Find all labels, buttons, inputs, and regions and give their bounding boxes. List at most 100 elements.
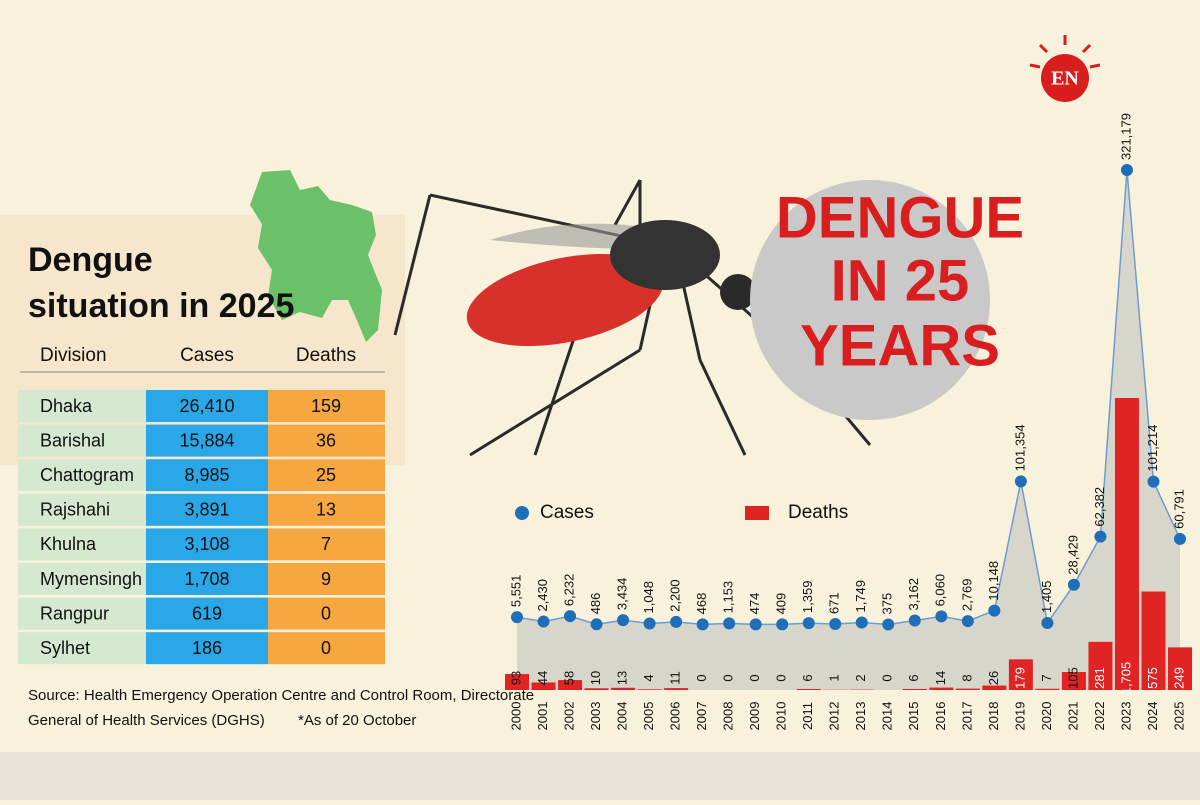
case-dot	[829, 618, 841, 630]
x-tick-label: 2018	[986, 702, 1001, 731]
case-label: 62,382	[1092, 487, 1107, 527]
death-label: 2	[853, 674, 868, 681]
x-tick-label: 2007	[694, 702, 709, 731]
headline: DENGUE	[776, 185, 1024, 250]
case-label: 671	[827, 592, 842, 614]
case-label: 5,551	[508, 575, 523, 608]
death-bar	[929, 688, 953, 690]
case-label: 3,434	[615, 578, 630, 611]
column-header: Division	[40, 345, 107, 366]
x-tick-label: 2017	[959, 702, 974, 731]
x-tick-label: 2010	[774, 702, 789, 731]
death-label: 6	[800, 674, 815, 681]
death-label: 6	[906, 674, 921, 681]
x-tick-label: 2015	[906, 702, 921, 731]
death-label: 105	[1065, 667, 1080, 689]
case-dot	[538, 616, 550, 628]
death-label: 1,705	[1118, 662, 1133, 695]
case-dot	[988, 605, 1000, 617]
legend-marker	[745, 506, 769, 520]
case-dot	[670, 616, 682, 628]
case-dot	[723, 617, 735, 629]
table-cell-text: 186	[192, 638, 222, 658]
table-cell-text: 619	[192, 603, 222, 623]
x-tick-label: 2020	[1039, 702, 1054, 731]
death-label: 93	[508, 671, 523, 685]
case-label: 2,430	[535, 579, 550, 612]
case-dot	[776, 618, 788, 630]
table-cell-text: Khulna	[40, 534, 97, 554]
case-dot	[1147, 476, 1159, 488]
headline: IN 25	[831, 248, 970, 313]
table-cell-text: Chattogram	[40, 465, 134, 485]
case-dot	[962, 615, 974, 627]
case-label: 486	[588, 593, 603, 615]
case-dot	[1068, 579, 1080, 591]
case-dot	[856, 617, 868, 629]
x-tick-label: 2025	[1171, 702, 1186, 731]
death-label: 26	[986, 671, 1001, 685]
death-label: 0	[747, 674, 762, 681]
x-tick-label: 2002	[561, 702, 576, 731]
x-tick-label: 2013	[853, 702, 868, 731]
table-cell-text: 13	[316, 500, 336, 520]
death-bar	[664, 688, 688, 690]
x-tick-label: 2006	[668, 702, 683, 731]
death-label: 179	[1012, 667, 1027, 689]
case-label: 409	[774, 593, 789, 615]
death-bar	[585, 688, 609, 690]
case-label: 6,060	[933, 574, 948, 607]
death-label: 7	[1039, 674, 1054, 681]
x-tick-label: 2004	[615, 702, 630, 731]
case-dot	[564, 610, 576, 622]
death-bar	[638, 689, 662, 690]
bottom-strip	[0, 752, 1200, 800]
case-label: 1,153	[721, 581, 736, 614]
death-bar	[956, 689, 980, 690]
death-bar	[1115, 398, 1139, 690]
death-bar	[611, 688, 635, 690]
death-label: 11	[668, 671, 683, 685]
death-label: 8	[959, 674, 974, 681]
table-cell-text: 3,108	[184, 534, 229, 554]
table-cell-text: 9	[321, 569, 331, 589]
death-label: 575	[1145, 667, 1160, 689]
case-label: 1,749	[853, 580, 868, 613]
death-bar	[797, 689, 821, 690]
death-label: 0	[880, 674, 895, 681]
table-cell-text: 36	[316, 430, 336, 450]
case-label: 3,162	[906, 578, 921, 611]
case-label: 101,214	[1145, 425, 1160, 472]
death-bar	[1035, 689, 1059, 690]
table-cell-text: 3,891	[184, 500, 229, 520]
case-label: 101,354	[1012, 424, 1027, 471]
case-label: 1,048	[641, 581, 656, 614]
case-label: 321,179	[1118, 113, 1133, 160]
x-tick-label: 2022	[1092, 702, 1107, 731]
case-label: 375	[880, 593, 895, 615]
x-tick-label: 2005	[641, 702, 656, 731]
case-label: 28,429	[1065, 535, 1080, 575]
death-bar	[903, 689, 927, 690]
table-cell-text: Rangpur	[40, 603, 109, 623]
legend-label: Deaths	[788, 502, 848, 523]
death-label: 10	[588, 671, 603, 685]
x-tick-label: 2011	[800, 702, 815, 730]
case-label: 1,359	[800, 581, 815, 614]
mosquito-thorax	[610, 220, 720, 290]
legend-marker	[515, 506, 529, 520]
legend-label: Cases	[540, 502, 594, 523]
case-dot	[750, 618, 762, 630]
death-label: 14	[933, 671, 948, 685]
table-cell-text: Sylhet	[40, 638, 90, 658]
death-label: 0	[694, 674, 709, 681]
table-cell-text: 25	[316, 465, 336, 485]
death-label: 0	[721, 674, 736, 681]
case-dot	[882, 618, 894, 630]
table-cell-text: 0	[321, 638, 331, 658]
table-cell-text: 0	[321, 603, 331, 623]
case-dot	[1015, 475, 1027, 487]
x-tick-label: 2024	[1145, 702, 1160, 731]
case-label: 2,200	[668, 579, 683, 612]
column-header: Cases	[180, 345, 234, 366]
